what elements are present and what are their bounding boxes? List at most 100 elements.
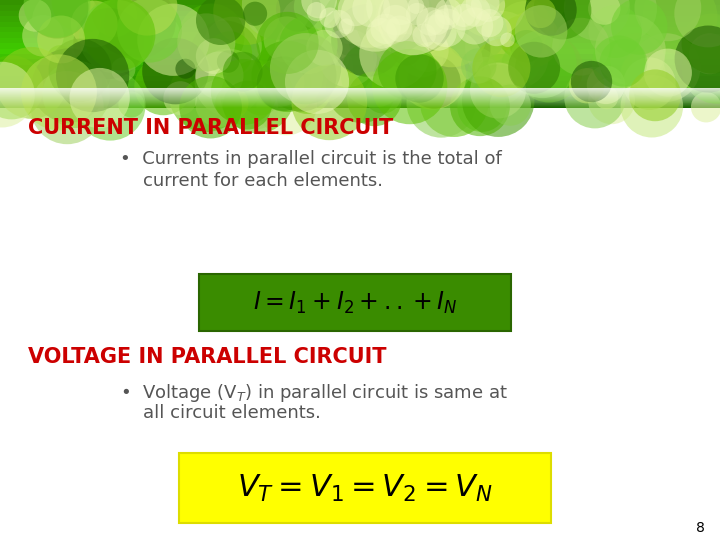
- Polygon shape: [0, 11, 720, 16]
- Point: [310, 2, 321, 11]
- Polygon shape: [0, 95, 720, 96]
- Point: [319, 44, 330, 52]
- Point: [646, 102, 657, 111]
- Polygon shape: [0, 92, 720, 93]
- Point: [469, 7, 481, 16]
- Point: [222, 57, 234, 66]
- Polygon shape: [0, 94, 720, 95]
- Point: [341, 3, 352, 12]
- Text: 8: 8: [696, 521, 705, 535]
- Point: [392, 10, 404, 18]
- Point: [120, 23, 132, 32]
- Point: [644, 79, 655, 88]
- Point: [428, 78, 440, 86]
- Point: [341, 22, 352, 31]
- Point: [361, 36, 373, 45]
- Point: [557, 6, 568, 15]
- Point: [618, 4, 629, 13]
- Point: [369, 94, 380, 103]
- Point: [117, 65, 129, 74]
- Point: [660, 63, 672, 72]
- Point: [505, 101, 516, 110]
- Point: [324, 14, 336, 22]
- Polygon shape: [0, 98, 720, 99]
- Point: [364, 8, 375, 16]
- Polygon shape: [0, 32, 720, 38]
- Polygon shape: [0, 16, 720, 22]
- Point: [51, 0, 63, 9]
- Point: [662, 69, 674, 77]
- Point: [237, 68, 248, 76]
- Point: [389, 50, 400, 58]
- Point: [536, 27, 547, 36]
- Point: [395, 3, 407, 11]
- Point: [400, 45, 412, 54]
- Point: [61, 103, 73, 112]
- Point: [591, 3, 603, 12]
- FancyBboxPatch shape: [179, 453, 551, 523]
- Point: [706, 39, 717, 48]
- Point: [142, 1, 153, 10]
- Point: [598, 4, 610, 13]
- Polygon shape: [0, 93, 720, 94]
- Point: [227, 42, 238, 50]
- Point: [421, 46, 433, 55]
- Polygon shape: [0, 92, 720, 97]
- Point: [674, 12, 685, 21]
- Point: [609, 27, 621, 36]
- Point: [158, 28, 170, 37]
- Point: [434, 0, 446, 5]
- Polygon shape: [0, 43, 720, 49]
- Point: [387, 16, 398, 25]
- Point: [6, 83, 17, 92]
- Point: [170, 67, 181, 76]
- Point: [528, 64, 540, 72]
- Point: [703, 9, 714, 18]
- Point: [26, 79, 37, 87]
- Point: [377, 91, 389, 99]
- Point: [495, 75, 507, 84]
- Point: [491, 26, 503, 35]
- Point: [394, 24, 405, 33]
- Point: [299, 16, 310, 25]
- Point: [393, 0, 405, 5]
- Point: [342, 53, 354, 62]
- Point: [81, 78, 93, 86]
- Point: [411, 14, 423, 22]
- Text: current for each elements.: current for each elements.: [120, 172, 383, 190]
- Polygon shape: [0, 89, 720, 90]
- Point: [55, 35, 67, 44]
- Point: [471, 27, 482, 36]
- Point: [366, 4, 377, 12]
- Point: [422, 0, 433, 8]
- Point: [600, 93, 612, 102]
- Point: [213, 99, 225, 107]
- Point: [134, 17, 145, 26]
- Point: [408, 15, 419, 24]
- Text: all circuit elements.: all circuit elements.: [120, 404, 321, 422]
- Point: [537, 60, 549, 69]
- Point: [376, 29, 387, 38]
- Point: [241, 7, 253, 16]
- Point: [349, 4, 361, 13]
- Point: [441, 23, 452, 32]
- Point: [109, 10, 120, 19]
- Point: [425, 17, 436, 26]
- Point: [404, 82, 415, 91]
- Point: [323, 98, 335, 107]
- Point: [74, 66, 86, 75]
- Point: [71, 90, 82, 99]
- Point: [278, 79, 289, 88]
- Point: [477, 0, 488, 8]
- Point: [301, 84, 312, 93]
- Point: [492, 86, 504, 95]
- Point: [204, 103, 216, 111]
- Point: [305, 58, 316, 66]
- Point: [380, 25, 392, 33]
- Point: [516, 33, 527, 42]
- Point: [457, 7, 469, 16]
- Point: [251, 92, 263, 101]
- Point: [514, 21, 526, 29]
- Point: [180, 64, 192, 73]
- Point: [110, 32, 122, 41]
